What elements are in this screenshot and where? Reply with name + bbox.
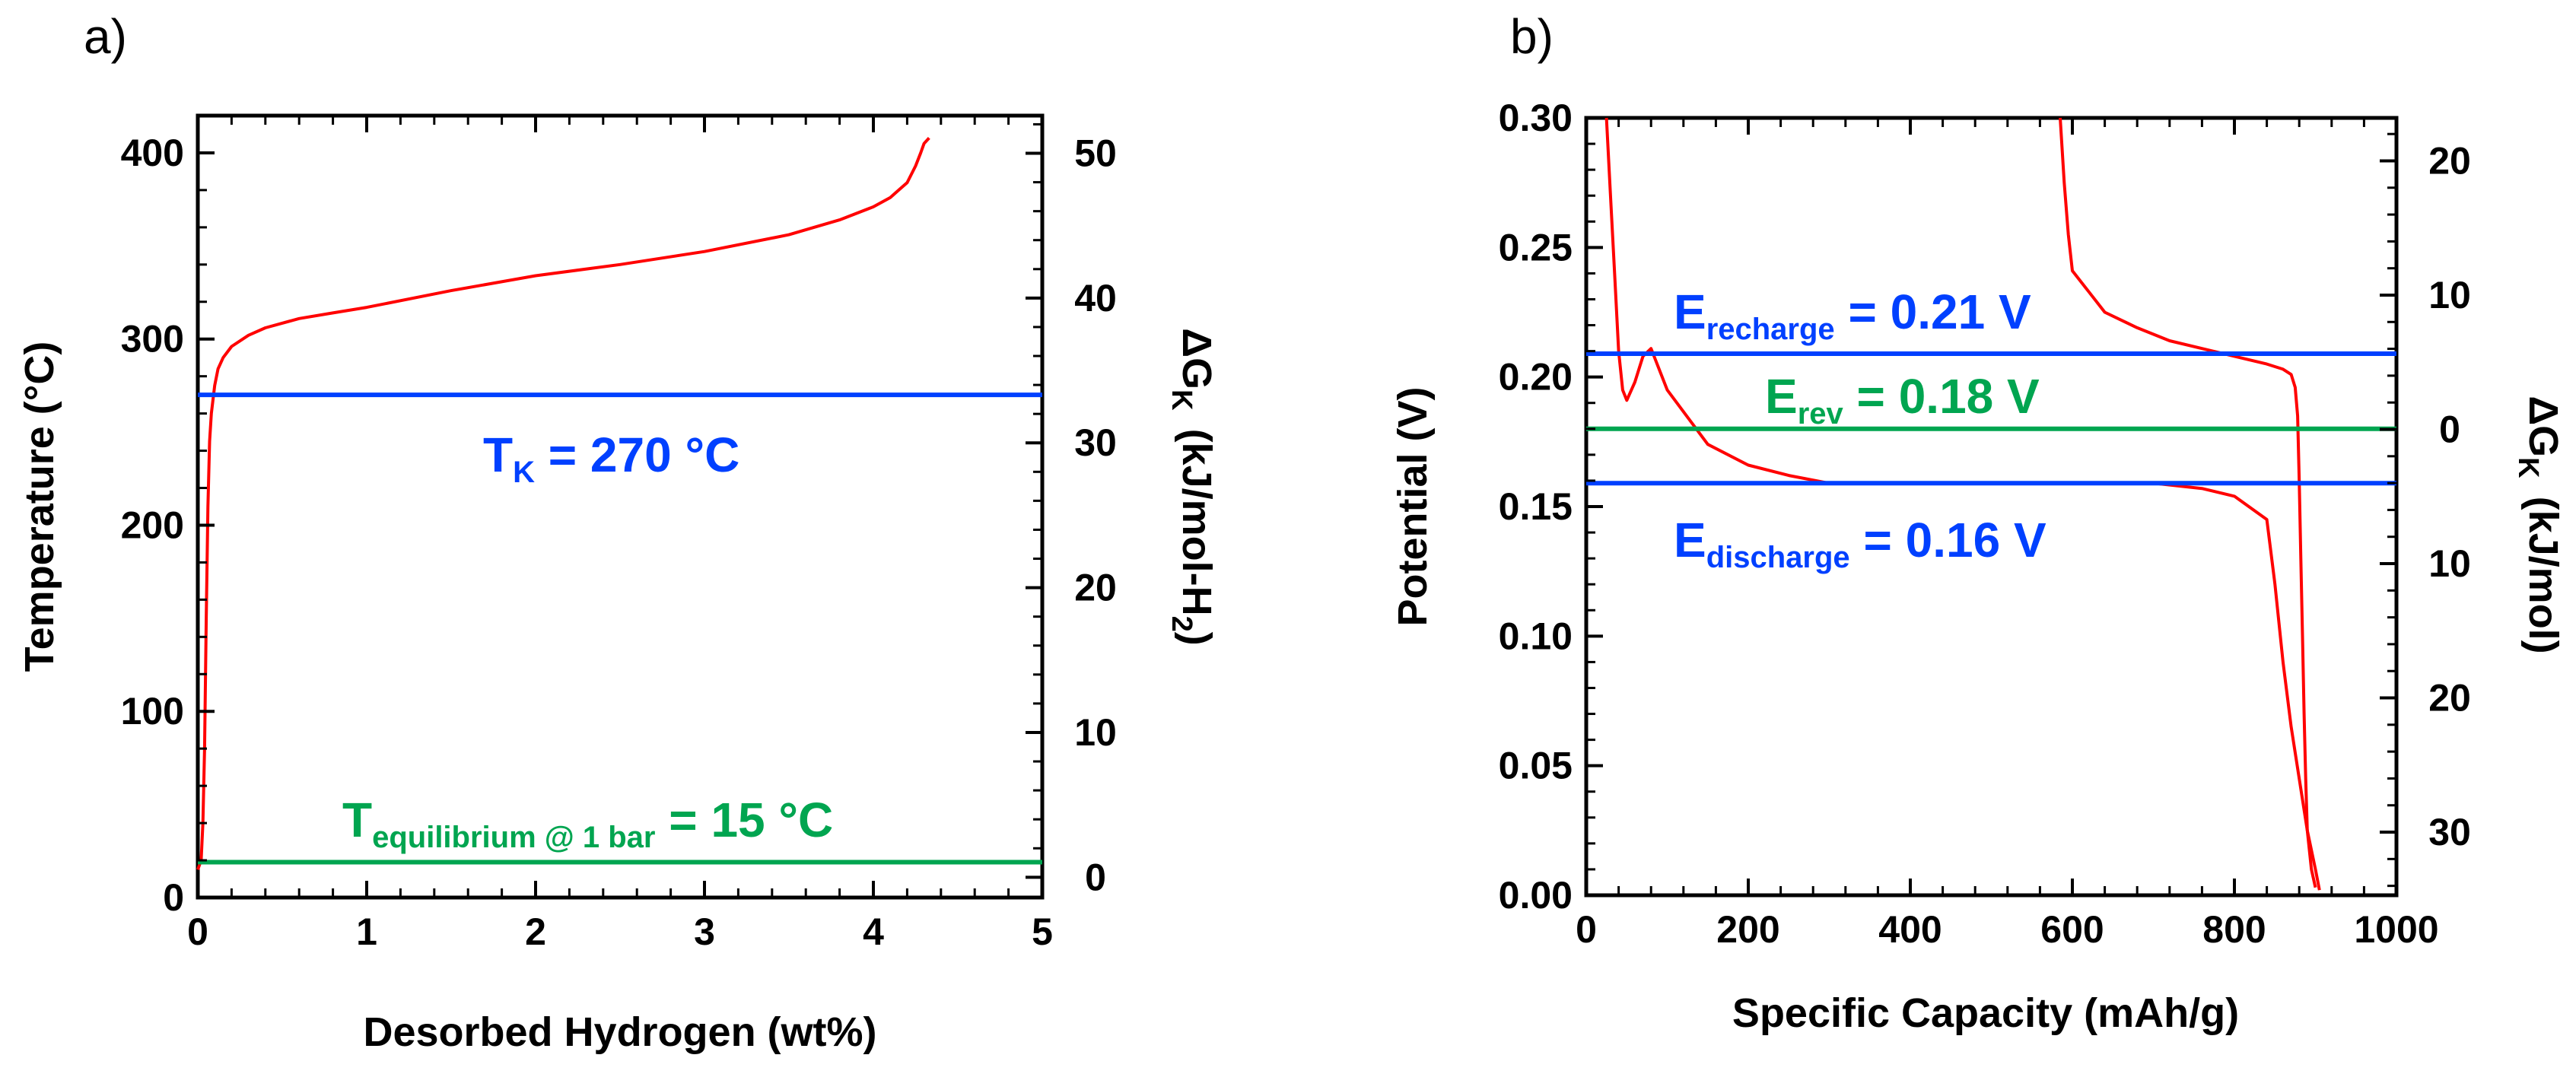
panel-a-y2-axis-title: ΔGK (kJ/mol-H2) [1166, 328, 1220, 645]
panel-a-frame [196, 113, 1045, 900]
panel-a-y2-unit-sub: 2 [1166, 616, 1197, 632]
panel-b-label: b) [1510, 9, 1554, 64]
panel-b-y-tick-label: 0.25 [1499, 226, 1573, 268]
panel-a-y2-close: ) [1174, 632, 1220, 646]
panel-b-y2-tick-label: 30 [2428, 811, 2471, 853]
panel-b: b) 0 200 400 600 800 10000.000.050.100.150.20… [1390, 9, 2566, 1036]
panel-b-y2-axis-title: ΔGK (kJ/mol) [2512, 396, 2566, 653]
panel-b-x-axis-title: Specific Capacity (mAh/g) [1732, 990, 2239, 1036]
panel-a-x-tick-label: 4 [863, 910, 884, 953]
panel-a-series-temperature-vs-desorbed-hydrogen [196, 137, 930, 870]
panel-a-y2-main: ΔG [1174, 328, 1220, 389]
panel-b-y2-tick-label: 20 [2428, 139, 2471, 182]
annotation-t-equilibrium: Tequilibrium @ 1 bar = 15 °C [342, 793, 833, 854]
panel-a-y2-tick-label: 0 [1085, 856, 1106, 898]
panel-a-x-tick-label: 3 [694, 910, 715, 953]
panel-a-y-tick-label: 200 [121, 504, 184, 546]
panel-b-y2-tick-label: 10 [2428, 542, 2471, 585]
panel-a-x-axis-title: Desorbed Hydrogen (wt%) [363, 1009, 876, 1055]
panel-b-x-tick-label: 800 [2202, 908, 2266, 951]
panel-a-y2-tick-label: 30 [1074, 421, 1117, 464]
panel-b-y2-unit: (kJ/mol) [2520, 497, 2566, 654]
panel-b-y2-tick-label: 0 [2439, 408, 2460, 451]
panel-b-y-tick-label: 0.30 [1499, 97, 1573, 139]
panel-a-y-tick-label: 100 [121, 690, 184, 732]
panel-b-y-tick-label: 0.10 [1499, 615, 1573, 657]
panel-a-x-tick-label: 0 [187, 910, 208, 953]
panel-a-y-axis-title: Temperature (°C) [17, 342, 62, 672]
panel-b-series-recharge [2059, 117, 2317, 888]
annotation-e-rev: Erev = 0.18 V [1765, 369, 2040, 431]
panel-b-x-tick-label: 1000 [2354, 908, 2438, 951]
panel-b-y2-sub: K [2512, 457, 2544, 478]
panel-b-frame [1584, 116, 2399, 898]
panel-b-y-tick-label: 0.15 [1499, 485, 1573, 528]
annotation-tk: TK = 270 °C [483, 427, 739, 489]
annotation-e-discharge: Edischarge = 0.16 V [1674, 513, 2046, 574]
panel-a-y2-sub: K [1166, 389, 1197, 411]
panel-a-y-tick-label: 0 [163, 876, 184, 919]
panel-a-x-tick-label: 2 [525, 910, 546, 953]
panel-a-y2-tick-label: 50 [1074, 132, 1117, 174]
panel-b-y-tick-label: 0.05 [1499, 745, 1573, 787]
panel-a-label: a) [84, 9, 127, 64]
panel-a-x-tick-label: 5 [1032, 910, 1053, 953]
panel-b-y2-tick-label: 10 [2428, 274, 2471, 316]
panel-a-y2-tick-label: 20 [1074, 567, 1117, 609]
annotation-e-recharge: Erecharge = 0.21 V [1674, 284, 2031, 346]
panel-a-y-tick-label: 300 [121, 318, 184, 361]
panel-b-y-axis-title: Potential (V) [1390, 386, 1436, 626]
panel-a-y-tick-label: 400 [121, 132, 184, 174]
panel-a-y2-tick-label: 40 [1074, 277, 1117, 319]
panel-a-x-tick-label: 1 [356, 910, 377, 953]
panel-b-series-discharge [1604, 117, 2321, 891]
panel-b-y2-tick-label: 20 [2428, 677, 2471, 720]
panel-b-y2-main: ΔG [2520, 396, 2566, 457]
panel-b-x-tick-label: 600 [2040, 908, 2104, 951]
panel-b-x-tick-label: 400 [1878, 908, 1942, 951]
panel-b-x-tick-label: 0 [1576, 908, 1597, 951]
panel-b-y-tick-label: 0.20 [1499, 356, 1573, 399]
panel-b-y-tick-label: 0.00 [1499, 874, 1573, 917]
panel-a-y2-unit: (kJ/mol-H [1174, 429, 1220, 616]
panel-a-y2-tick-label: 10 [1074, 711, 1117, 754]
panel-b-x-tick-label: 200 [1716, 908, 1779, 951]
